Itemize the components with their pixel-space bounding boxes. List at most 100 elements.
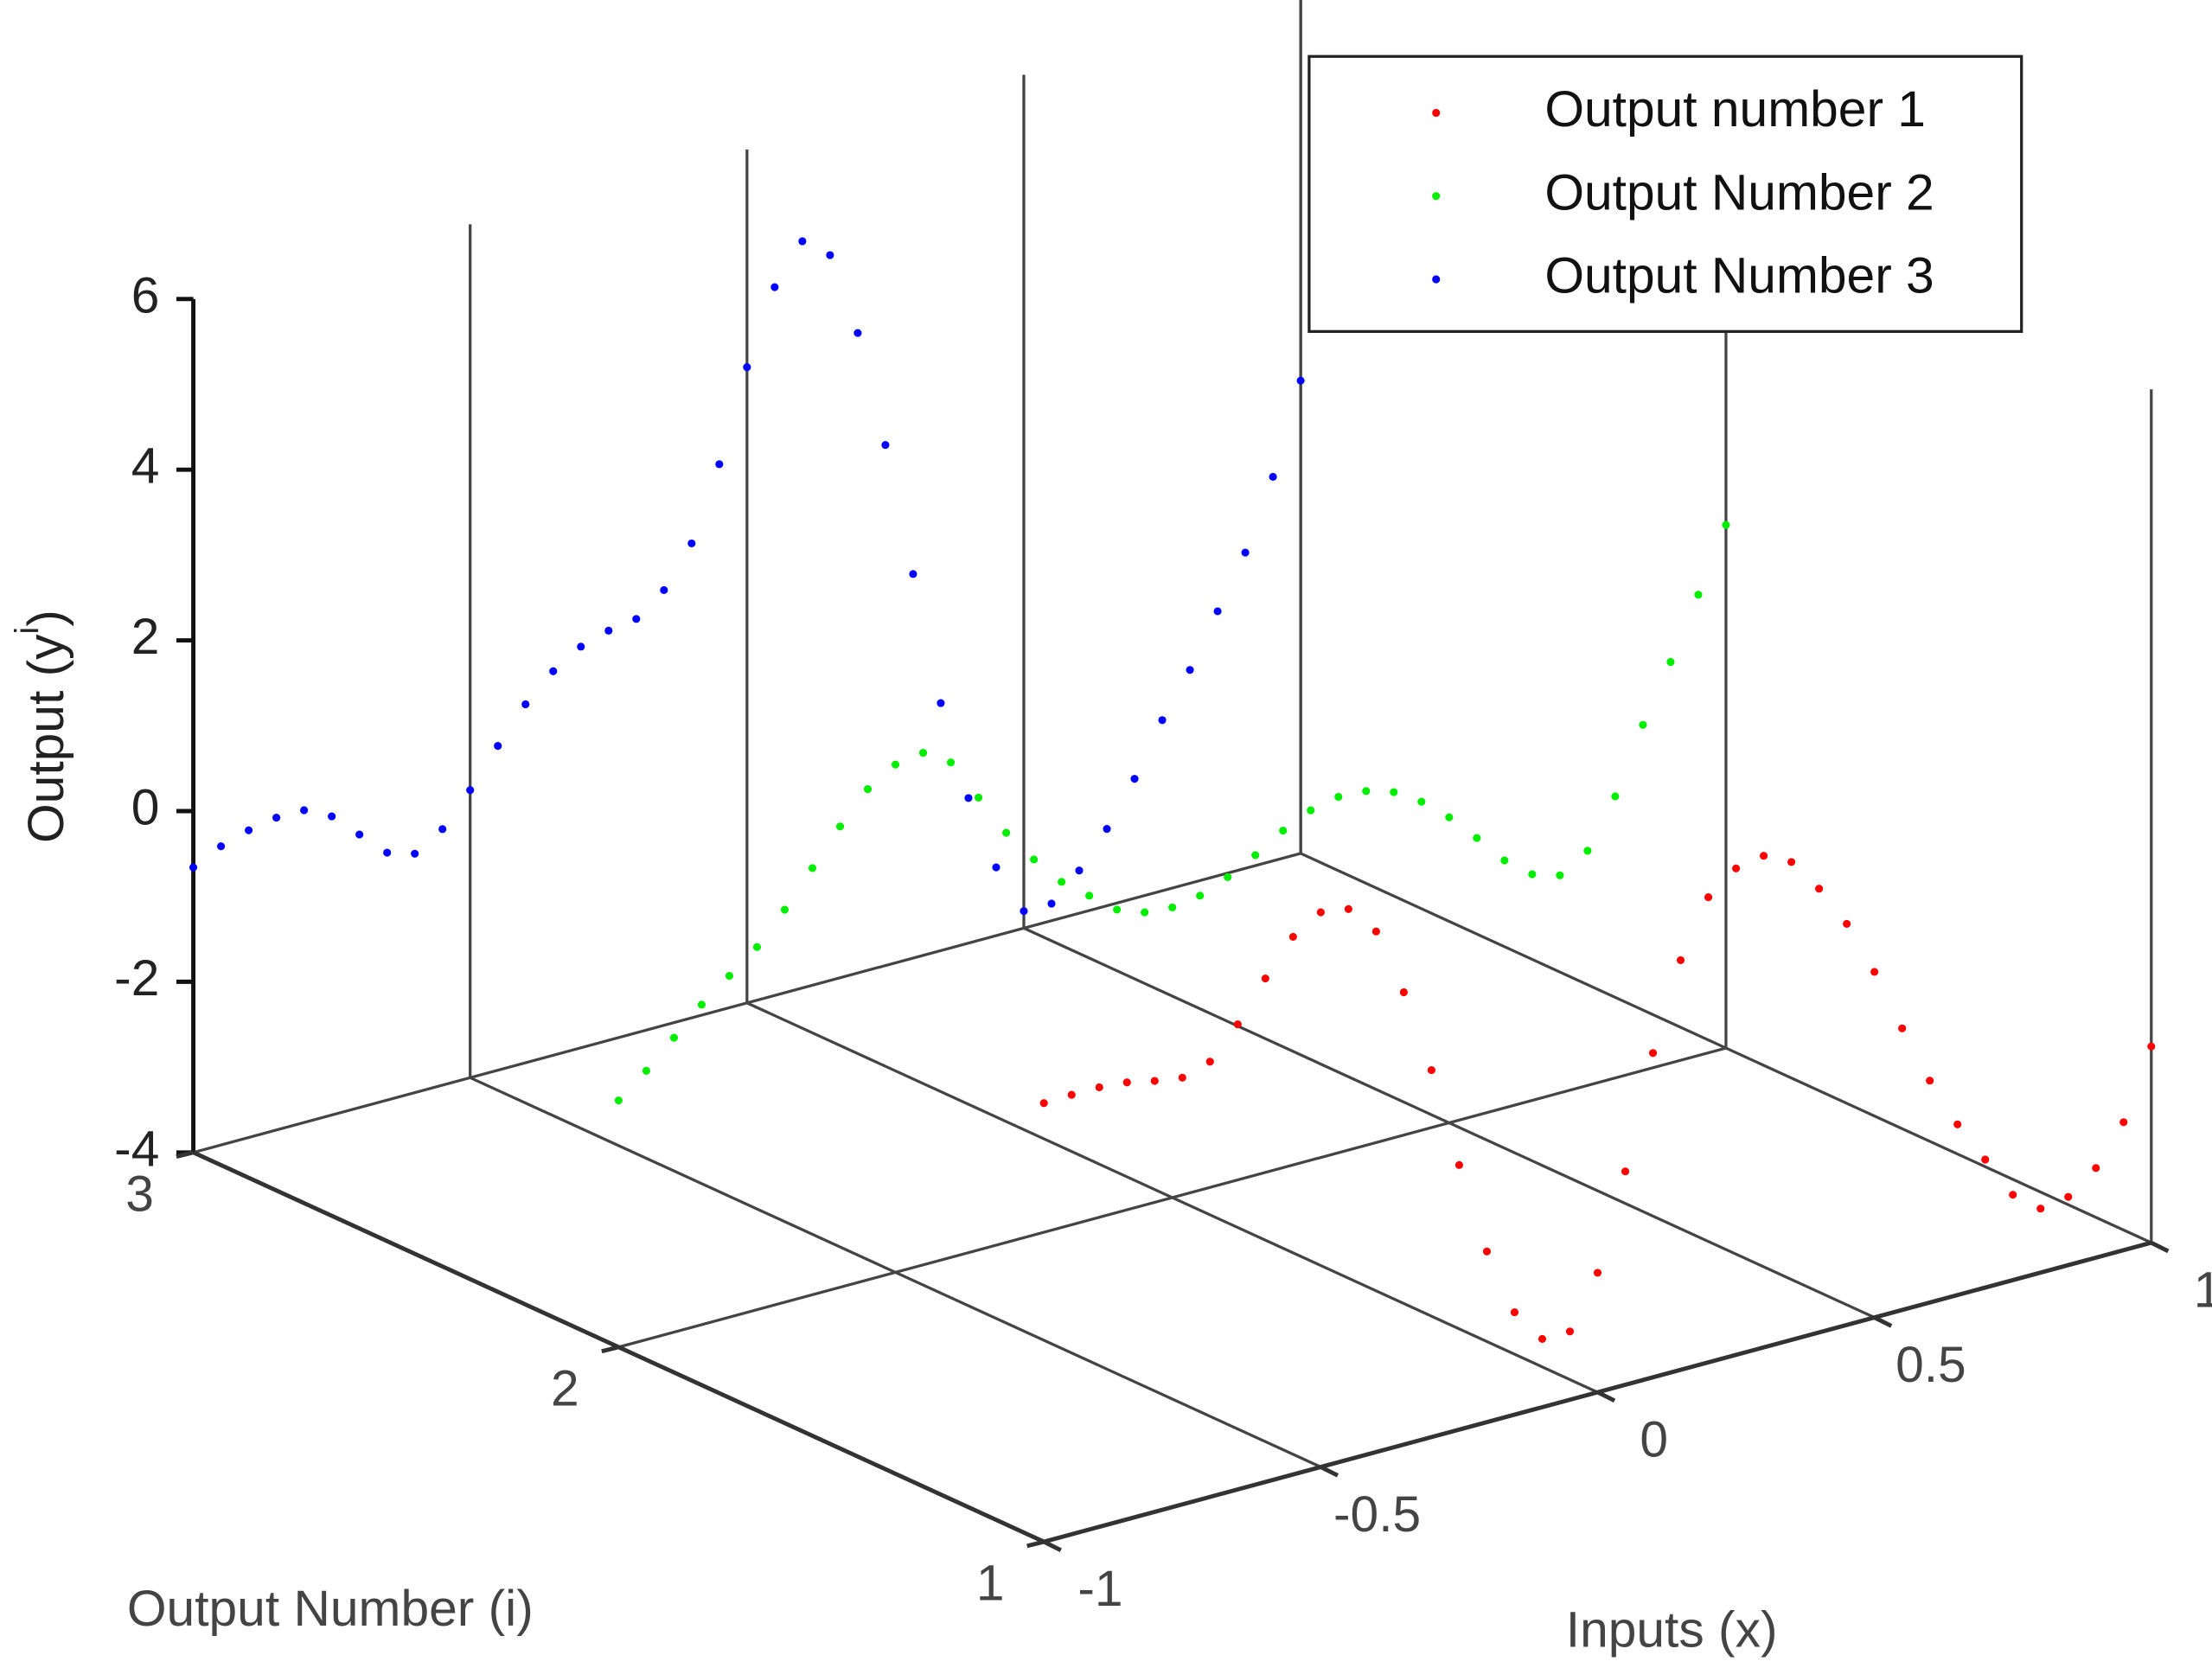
data-point — [1344, 904, 1352, 913]
data-point — [1732, 864, 1741, 872]
data-point — [1224, 872, 1232, 881]
data-point — [697, 1000, 706, 1009]
data-point — [1565, 1327, 1575, 1336]
data-point — [2147, 1042, 2156, 1051]
data-point — [992, 863, 1001, 872]
data-point — [632, 615, 641, 623]
data-point — [687, 539, 696, 547]
data-point — [642, 1066, 650, 1075]
z-axis-label-end: ) — [18, 610, 74, 627]
data-point — [1288, 932, 1297, 941]
data-point — [1168, 903, 1177, 911]
data-point — [1251, 851, 1260, 860]
data-point — [1067, 1090, 1076, 1099]
grid-line — [617, 1046, 1727, 1349]
data-point — [715, 460, 724, 469]
data-point — [1870, 968, 1879, 976]
data-point — [2036, 1205, 2045, 1213]
data-point — [1205, 1058, 1214, 1066]
data-point — [1538, 1334, 1547, 1343]
data-point — [1030, 855, 1039, 864]
data-point — [863, 785, 873, 794]
data-point — [1178, 1073, 1186, 1082]
data-point — [614, 1096, 623, 1105]
data-point — [1390, 788, 1398, 796]
data-point — [1528, 870, 1537, 879]
data-point — [189, 863, 198, 872]
data-point — [300, 806, 309, 815]
data-point — [937, 699, 945, 707]
data-point — [1611, 792, 1620, 801]
z-axis-label-main: Output (y — [18, 634, 74, 843]
data-point — [1583, 847, 1592, 855]
data-point — [1039, 1099, 1048, 1108]
z-tick-label: 6 — [131, 267, 160, 323]
grid-line — [193, 852, 1301, 1154]
data-point — [835, 822, 845, 831]
data-point — [1103, 825, 1111, 834]
data-point — [2009, 1191, 2017, 1199]
data-point — [1593, 1269, 1602, 1277]
data-point — [521, 700, 530, 709]
x-tick — [1043, 1539, 1062, 1552]
data-point — [1213, 607, 1222, 616]
legend-box — [1307, 54, 2023, 333]
i-tick — [601, 1345, 619, 1354]
data-point — [1704, 893, 1713, 902]
data-point — [355, 830, 364, 839]
data-point — [780, 905, 790, 914]
data-point — [1639, 720, 1647, 729]
legend-label: Output Number 2 — [1544, 164, 1934, 220]
data-point — [1261, 974, 1269, 983]
data-point — [1095, 1083, 1103, 1092]
data-point — [2119, 1118, 2128, 1127]
data-point — [604, 626, 613, 635]
data-point — [1787, 858, 1796, 866]
z-tick-label: 4 — [131, 438, 160, 495]
legend-marker — [1432, 108, 1441, 118]
data-point — [549, 667, 558, 675]
axes: -4 -2 0 2 4 6 -1 -0.5 0 0.5 1 1 2 3 — [114, 267, 2212, 1617]
data-point — [1130, 775, 1139, 783]
z-tick-label: -4 — [114, 1121, 159, 1177]
data-point — [826, 251, 834, 259]
z-axis-label: Output (yi) — [10, 610, 74, 843]
data-point — [272, 814, 281, 822]
data-point — [1621, 1167, 1630, 1176]
data-point — [918, 749, 928, 757]
data-point — [881, 441, 890, 450]
data-point — [2092, 1164, 2100, 1173]
data-point — [1141, 908, 1149, 917]
data-point — [770, 283, 779, 291]
data-point — [975, 793, 983, 802]
z-axis-label-sup: i — [10, 627, 47, 635]
legend: Output number 1 Output Number 2 Output Num… — [1307, 54, 2023, 333]
data-point — [494, 742, 502, 751]
data-point — [577, 642, 585, 651]
data-point — [1427, 1066, 1435, 1075]
data-point — [725, 971, 734, 981]
data-point — [743, 363, 751, 372]
data-point — [1399, 987, 1408, 997]
i-tick — [176, 1150, 195, 1160]
data-point — [1196, 892, 1205, 900]
data-point — [1150, 1077, 1159, 1085]
data-point — [1233, 1020, 1242, 1029]
data-point — [1760, 852, 1768, 860]
i-tick-label: 3 — [125, 1166, 154, 1222]
data-point — [1269, 472, 1277, 482]
x-tick-label: 0.5 — [1896, 1337, 1966, 1393]
i-tick-label: 2 — [551, 1361, 579, 1417]
z-tick-label: 2 — [131, 609, 160, 665]
data-point — [1047, 899, 1056, 908]
data-point — [1186, 666, 1194, 674]
data-point — [1122, 1078, 1131, 1087]
data-point — [438, 825, 447, 834]
data-point — [1445, 813, 1454, 821]
i-axis-label: Output Number (i) — [127, 1581, 534, 1637]
data-point — [1556, 871, 1564, 879]
legend-marker — [1432, 192, 1441, 201]
data-point — [946, 758, 956, 767]
